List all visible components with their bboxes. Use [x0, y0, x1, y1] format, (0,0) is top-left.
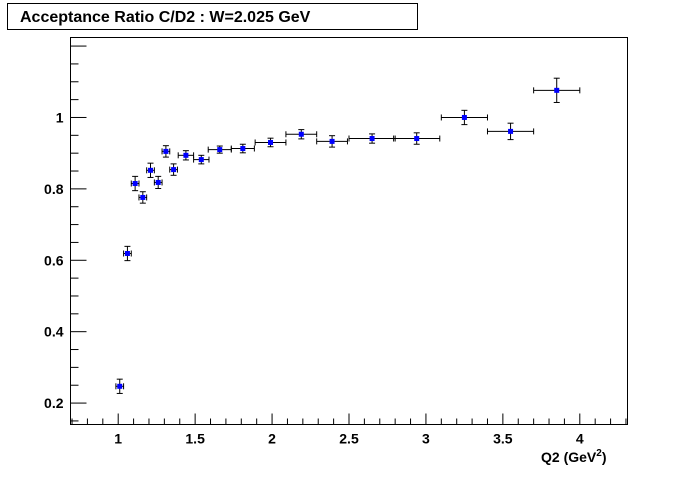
data-point: [146, 162, 155, 178]
data-point: [486, 122, 535, 141]
marker: [369, 136, 375, 142]
marker: [217, 147, 223, 153]
marker: [508, 128, 514, 134]
data-point: [207, 145, 232, 154]
marker: [183, 152, 189, 158]
data-point: [285, 129, 318, 140]
data-point: [153, 175, 163, 190]
data-point: [161, 145, 171, 158]
y-tick-label: 1: [56, 109, 64, 125]
data-point: [123, 245, 132, 262]
marker: [124, 250, 130, 256]
data-point: [130, 175, 140, 192]
marker: [461, 114, 467, 120]
marker: [240, 146, 246, 152]
marker: [414, 136, 420, 142]
marker: [329, 138, 335, 144]
data-point: [440, 109, 488, 126]
data-point: [169, 163, 178, 176]
plot-frame: [70, 37, 628, 425]
y-tick-label: 0.4: [44, 324, 64, 340]
marker: [198, 157, 204, 163]
marker: [117, 383, 123, 389]
data-point: [348, 133, 396, 144]
data-point: [254, 137, 287, 148]
marker: [132, 181, 138, 187]
data-point: [533, 77, 581, 103]
data-point: [115, 378, 125, 394]
x-tick-label: 3.5: [493, 431, 513, 447]
x-tick-label: 1: [114, 431, 122, 447]
chart-title: Acceptance Ratio C/D2 : W=2.025 GeV: [20, 9, 311, 26]
marker: [148, 167, 154, 173]
data-point: [138, 191, 148, 204]
marker: [140, 194, 146, 200]
data-point: [177, 150, 195, 161]
marker: [155, 179, 161, 185]
x-axis-label: Q2 (GeV2): [541, 448, 606, 465]
marker: [268, 139, 274, 145]
marker: [554, 87, 560, 93]
marker: [298, 131, 304, 137]
x-tick-label: 3: [422, 431, 430, 447]
x-tick-label: 4: [576, 431, 584, 447]
data-point: [393, 132, 441, 145]
x-tick-label: 2: [268, 431, 276, 447]
y-tick-label: 0.2: [44, 395, 64, 411]
x-tick-label: 1.5: [185, 431, 205, 447]
data-point: [193, 154, 210, 165]
title-box: [7, 3, 418, 30]
data-point: [316, 135, 348, 148]
data-point: [230, 143, 255, 154]
x-tick-label: 2.5: [339, 431, 359, 447]
y-tick-label: 0.8: [44, 181, 64, 197]
marker: [163, 148, 169, 154]
y-tick-label: 0.6: [44, 252, 64, 268]
marker: [171, 167, 177, 173]
